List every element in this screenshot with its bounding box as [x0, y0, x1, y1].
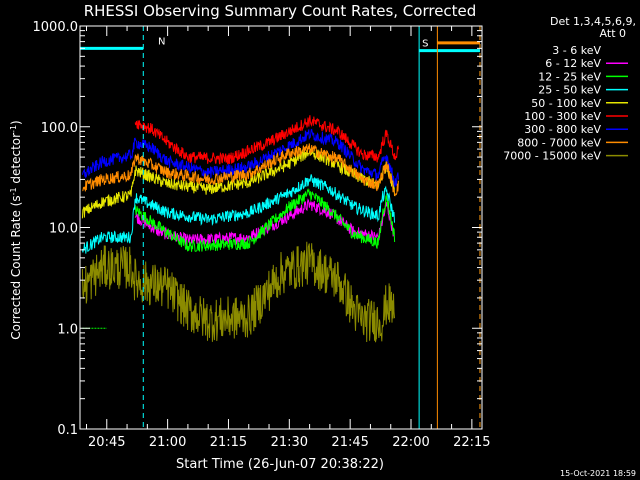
y-tick-label: 100.0 — [41, 121, 78, 136]
legend-label: 6 - 12 keV — [545, 57, 601, 70]
chart-title: RHESSI Observing Summary Count Rates, Co… — [84, 2, 477, 20]
trace-12-25-kev — [134, 187, 396, 252]
trace-300-800-kev — [81, 128, 399, 188]
traces-layer — [81, 115, 399, 346]
trace-800-7000-kev — [82, 143, 399, 197]
trace-7000-15000-kev — [81, 241, 395, 343]
x-tick-label: 22:15 — [453, 435, 490, 450]
legend-label: 100 - 300 keV — [524, 110, 601, 123]
x-tick-label: 21:45 — [331, 435, 368, 450]
legend-label: 50 - 100 keV — [531, 97, 601, 110]
x-axis-label: Start Time (26-Jun-07 20:38:22) — [176, 457, 384, 472]
x-tick-label: 21:30 — [271, 435, 308, 450]
x-tick-label: 21:15 — [210, 435, 247, 450]
trace-3-6-kev — [159, 218, 399, 346]
x-tick-label: 21:00 — [149, 435, 186, 450]
y-tick-label: 1.0 — [57, 322, 78, 337]
y-tick-label: 0.1 — [57, 423, 78, 438]
trace-100-300-kev — [134, 115, 399, 165]
legend-label: 12 - 25 keV — [538, 70, 601, 83]
trace-50-100-kev — [81, 148, 395, 219]
footer-date: 15-Oct-2021 18:59 — [560, 469, 636, 478]
legend-header-line-2: Att 0 — [600, 27, 626, 40]
legend-label: 800 - 7000 keV — [517, 136, 601, 149]
y-tick-label: 1000.0 — [33, 20, 79, 35]
legend-label: 25 - 50 keV — [538, 84, 601, 97]
marker-label-n: N — [158, 36, 165, 47]
axes-layer: 0.1 1.0 10.0 100.0 1000.0 20:45 21:00 21:15 21:3… — [33, 20, 491, 450]
legend-label: 3 - 6 keV — [552, 44, 601, 57]
legend-header-line-1: Det 1,3,4,5,6,9, — [550, 15, 636, 28]
legend-label: 7000 - 15000 keV — [503, 150, 601, 163]
marker-label-s: S — [422, 39, 428, 50]
y-tick-label: 10.0 — [49, 222, 78, 237]
x-tick-label: 20:45 — [88, 435, 125, 450]
y-axis-label: Corrected Count Rate (s-1 detector-1) — [9, 120, 23, 339]
trace-25-50-kev — [81, 174, 395, 254]
x-tick-label: 22:00 — [392, 435, 429, 450]
plot-frame — [79, 25, 483, 430]
legend-label: 300 - 800 keV — [524, 123, 601, 136]
